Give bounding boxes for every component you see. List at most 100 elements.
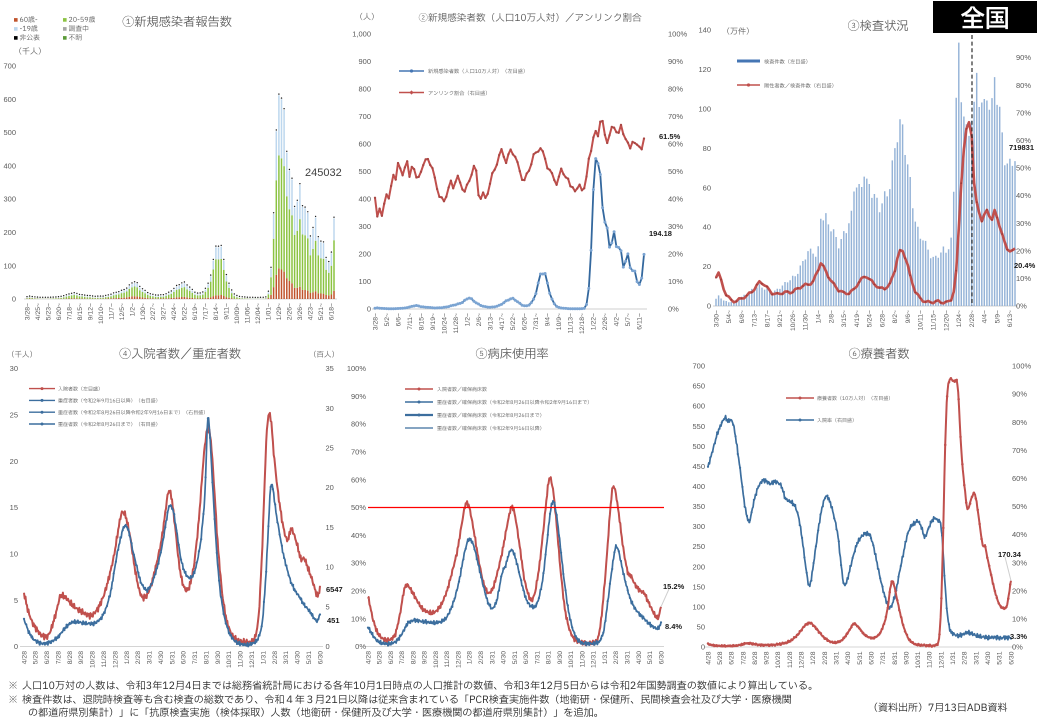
svg-text:12/31: 12/31: [938, 651, 945, 668]
svg-text:11/30: 11/30: [238, 651, 245, 668]
svg-text:5/28: 5/28: [33, 651, 40, 664]
svg-text:500: 500: [358, 167, 371, 176]
svg-text:6/28~: 6/28~: [879, 310, 886, 327]
svg-text:2/28: 2/28: [962, 651, 969, 664]
svg-text:11/13~: 11/13~: [568, 313, 575, 334]
svg-text:6/30: 6/30: [658, 651, 665, 664]
svg-text:0: 0: [14, 642, 18, 651]
svg-text:5/9~: 5/9~: [994, 310, 1001, 323]
svg-text:90%: 90%: [668, 57, 683, 66]
svg-text:10/9~: 10/9~: [556, 313, 563, 330]
svg-text:1,000: 1,000: [352, 30, 371, 39]
svg-text:8.4%: 8.4%: [665, 622, 682, 631]
svg-text:80%: 80%: [668, 85, 683, 94]
svg-text:150: 150: [692, 582, 705, 591]
svg-text:40%: 40%: [351, 531, 366, 540]
svg-text:11/7~: 11/7~: [108, 303, 115, 320]
svg-text:90%: 90%: [1016, 53, 1031, 62]
svg-text:12/04~: 12/04~: [255, 303, 262, 324]
svg-text:8/28: 8/28: [67, 651, 74, 664]
svg-text:5/28: 5/28: [717, 651, 724, 664]
svg-text:0: 0: [326, 642, 330, 651]
svg-text:3.3%: 3.3%: [1010, 632, 1027, 641]
svg-text:4/24~: 4/24~: [171, 303, 178, 320]
svg-text:1/22~: 1/22~: [591, 313, 598, 330]
svg-text:5/4~: 5/4~: [726, 310, 733, 323]
svg-text:7/28: 7/28: [740, 651, 747, 664]
svg-text:2/28~: 2/28~: [969, 310, 976, 327]
svg-text:60%: 60%: [1016, 136, 1031, 145]
svg-text:550: 550: [692, 422, 705, 431]
svg-text:9/30: 9/30: [215, 651, 222, 664]
svg-text:5/31: 5/31: [512, 651, 519, 664]
svg-text:30: 30: [10, 364, 18, 373]
svg-text:8/31: 8/31: [546, 651, 553, 664]
svg-text:5/31: 5/31: [306, 651, 313, 664]
svg-text:60%: 60%: [1012, 474, 1027, 483]
svg-text:600: 600: [692, 402, 705, 411]
svg-text:2/28: 2/28: [822, 651, 829, 664]
svg-text:5: 5: [326, 602, 330, 611]
svg-text:11/30~: 11/30~: [803, 310, 810, 331]
svg-text:100: 100: [3, 261, 16, 270]
svg-text:3/31: 3/31: [834, 651, 841, 664]
svg-text:2/26~: 2/26~: [287, 303, 294, 320]
svg-text:3/13~: 3/13~: [487, 313, 494, 330]
svg-text:700: 700: [358, 112, 371, 121]
svg-text:8/28: 8/28: [752, 651, 759, 664]
svg-text:70%: 70%: [1012, 446, 1027, 455]
svg-text:0%: 0%: [1012, 643, 1023, 652]
svg-text:9/28: 9/28: [764, 651, 771, 664]
svg-text:650: 650: [692, 382, 705, 391]
svg-text:30%: 30%: [351, 559, 366, 568]
svg-text:6/20~: 6/20~: [56, 303, 63, 320]
svg-text:200: 200: [358, 250, 371, 259]
svg-text:11/06~: 11/06~: [245, 303, 252, 324]
svg-text:50: 50: [697, 623, 705, 632]
svg-text:15: 15: [326, 523, 334, 532]
svg-text:60: 60: [703, 183, 711, 192]
svg-text:3/31: 3/31: [973, 651, 980, 664]
svg-text:50%: 50%: [1012, 502, 1027, 511]
svg-text:90%: 90%: [351, 392, 366, 401]
svg-text:9/30: 9/30: [903, 651, 910, 664]
svg-text:245032: 245032: [305, 167, 342, 179]
svg-text:3/31: 3/31: [283, 651, 290, 664]
svg-text:12/5~: 12/5~: [119, 303, 126, 320]
svg-text:61.5%: 61.5%: [659, 132, 681, 141]
svg-text:5/2~: 5/2~: [384, 313, 391, 326]
svg-text:6/11~: 6/11~: [637, 313, 644, 330]
svg-text:10/28: 10/28: [433, 651, 440, 668]
svg-text:4/30: 4/30: [636, 651, 643, 664]
svg-text:4/2~: 4/2~: [614, 313, 621, 326]
svg-text:0%: 0%: [668, 305, 679, 314]
svg-text:1/29~: 1/29~: [276, 303, 283, 320]
svg-text:1/2~: 1/2~: [129, 303, 136, 316]
svg-text:30%: 30%: [1012, 558, 1027, 567]
svg-text:15.2%: 15.2%: [663, 582, 685, 591]
svg-text:719831: 719831: [1009, 143, 1034, 152]
svg-text:12/28: 12/28: [456, 651, 463, 668]
svg-text:3/27~: 3/27~: [161, 303, 168, 320]
svg-text:4/30: 4/30: [501, 651, 508, 664]
svg-text:1/24~: 1/24~: [956, 310, 963, 327]
svg-text:10/11~: 10/11~: [918, 310, 925, 331]
svg-text:5/21~: 5/21~: [318, 303, 325, 320]
svg-text:6/28: 6/28: [44, 651, 51, 664]
svg-text:2/28: 2/28: [613, 651, 620, 664]
svg-text:8/17~: 8/17~: [764, 310, 771, 327]
svg-text:6/8~: 6/8~: [739, 310, 746, 323]
svg-text:10: 10: [10, 549, 18, 558]
svg-text:1/31: 1/31: [602, 651, 609, 664]
svg-text:8/31: 8/31: [892, 651, 899, 664]
svg-text:450: 450: [692, 462, 705, 471]
svg-text:12/18~: 12/18~: [579, 313, 586, 334]
svg-text:4/30: 4/30: [295, 651, 302, 664]
svg-text:4/4~: 4/4~: [982, 310, 989, 323]
svg-text:6/30: 6/30: [1008, 651, 1015, 664]
svg-text:3/30~: 3/30~: [713, 310, 720, 327]
svg-text:50%: 50%: [1016, 164, 1031, 173]
svg-text:4/19~: 4/19~: [854, 310, 861, 327]
svg-text:4/30: 4/30: [985, 651, 992, 664]
svg-text:100: 100: [692, 603, 705, 612]
